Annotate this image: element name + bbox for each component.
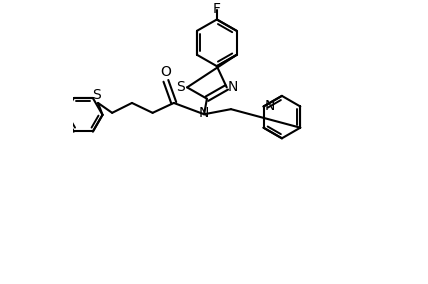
Text: F: F — [213, 2, 221, 16]
Text: S: S — [176, 80, 185, 94]
Text: S: S — [92, 88, 101, 102]
Text: N: N — [228, 80, 238, 94]
Text: O: O — [160, 65, 171, 80]
Text: N: N — [199, 106, 209, 120]
Text: N: N — [265, 99, 275, 114]
